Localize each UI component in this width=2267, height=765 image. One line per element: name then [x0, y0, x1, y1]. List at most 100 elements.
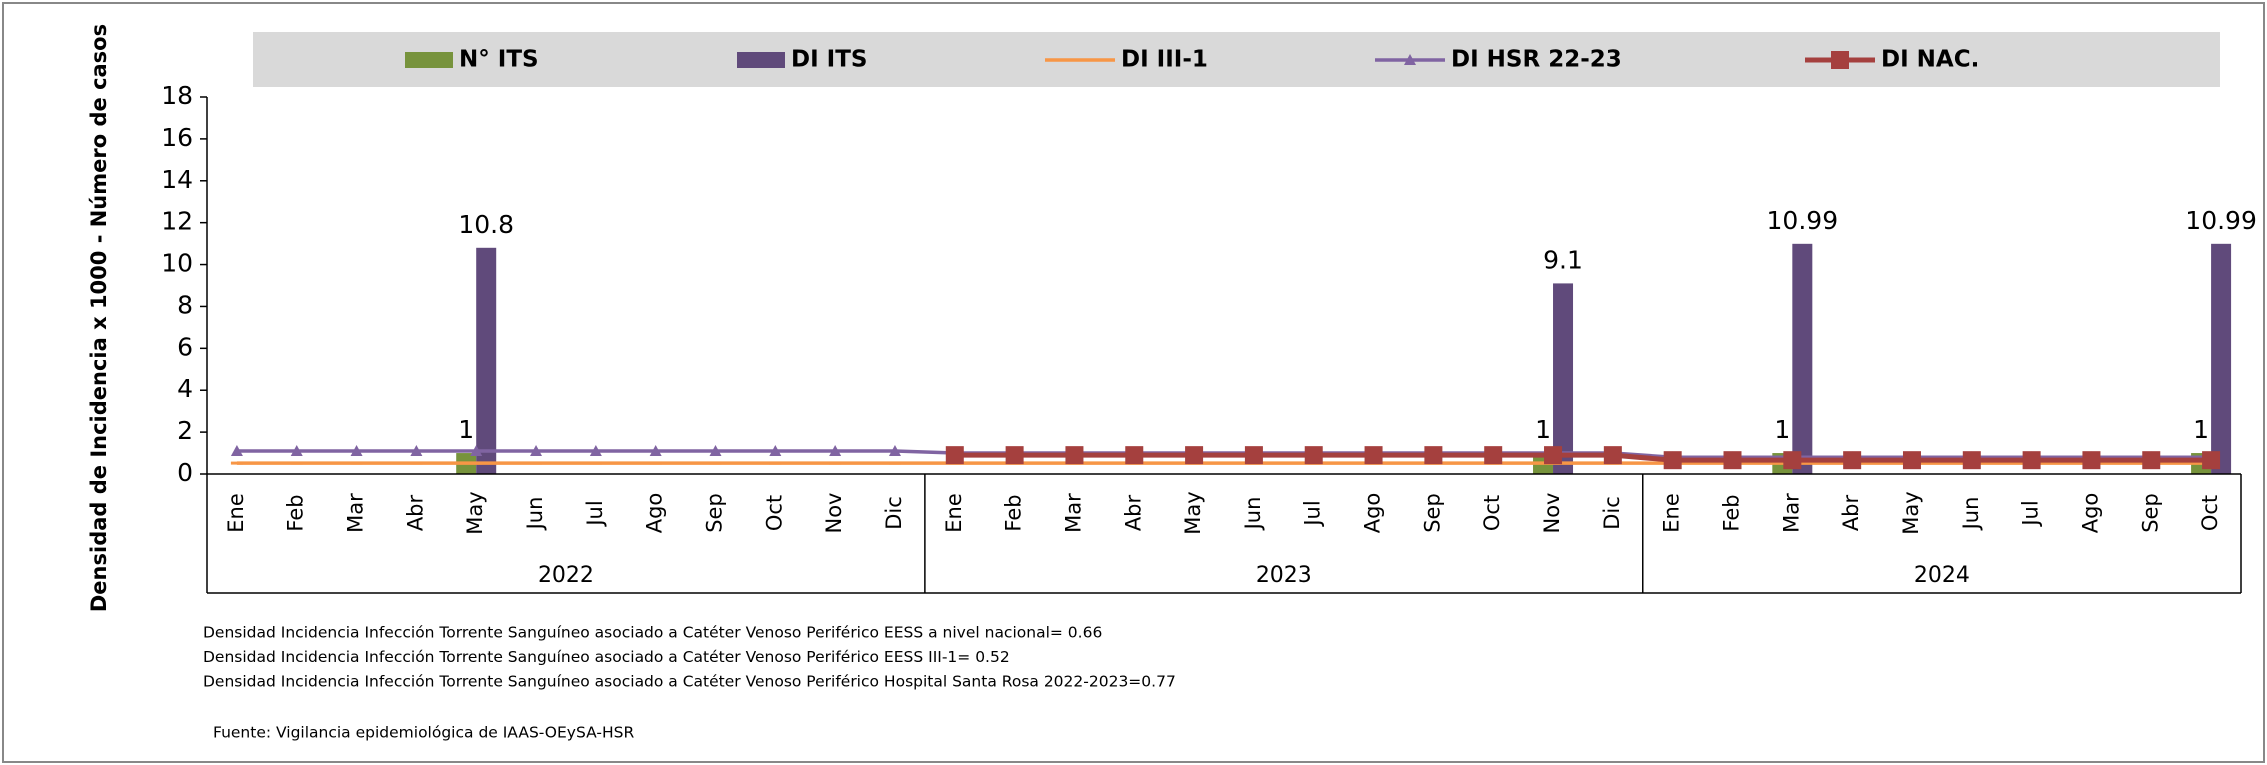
x-tick-label: Jul: [2019, 500, 2043, 527]
x-tick-label: Abr: [403, 494, 427, 531]
x-tick-label: Feb: [1002, 494, 1026, 531]
marker: [1364, 446, 1383, 465]
x-tick-label: Nov: [822, 493, 846, 534]
marker: [829, 444, 842, 456]
marker: [1902, 451, 1921, 470]
legend-label: DI HSR 22-23: [1451, 47, 1622, 73]
source: Fuente: Vigilancia epidemiológica de IAA…: [213, 724, 634, 742]
marker: [530, 444, 543, 456]
y-tick-label: 2: [177, 416, 193, 445]
x-tick-label: Oct: [762, 495, 786, 531]
x-tick-label: Oct: [1480, 495, 1504, 531]
x-tick-label: Ago: [643, 493, 667, 534]
y-tick-label: 14: [161, 165, 193, 194]
footnote: Densidad Incidencia Infección Torrente S…: [203, 624, 1102, 642]
marker: [1723, 451, 1742, 470]
marker: [649, 444, 662, 456]
legend-label: N° ITS: [459, 47, 539, 73]
y-tick-label: 16: [161, 123, 193, 152]
x-tick-label: Ago: [2078, 493, 2102, 534]
y-tick-label: 10: [161, 249, 193, 278]
bar: [476, 247, 497, 474]
marker: [350, 444, 363, 456]
marker: [2142, 451, 2161, 470]
marker: [1304, 446, 1323, 465]
x-tick-label: Feb: [1720, 494, 1744, 531]
marker: [769, 444, 782, 456]
marker: [1484, 446, 1503, 465]
marker: [1962, 451, 1981, 470]
data-label: 10.99: [1767, 206, 1839, 235]
x-tick-label: May: [463, 491, 487, 534]
marker: [230, 444, 243, 456]
y-tick-label: 18: [161, 81, 193, 110]
x-tick-label: Sep: [2138, 493, 2162, 533]
marker: [1185, 446, 1204, 465]
x-tick-label: Jun: [1241, 497, 1265, 532]
bar: [1792, 243, 1813, 474]
legend-label: DI ITS: [791, 47, 867, 73]
marker: [709, 444, 722, 456]
data-label: 10.99: [2185, 206, 2257, 235]
y-tick-label: 4: [177, 374, 193, 403]
x-tick-label: Dic: [882, 496, 906, 530]
x-tick-label: Nov: [1540, 493, 1564, 534]
marker: [589, 444, 602, 456]
footnote: Densidad Incidencia Infección Torrente S…: [203, 648, 1010, 666]
group-label: 2022: [538, 563, 594, 588]
footnote: Densidad Incidencia Infección Torrente S…: [203, 673, 1176, 691]
marker: [1663, 451, 1682, 470]
x-tick-label: Sep: [703, 493, 727, 533]
x-tick-label: Oct: [2198, 495, 2222, 531]
x-tick-label: May: [1181, 491, 1205, 534]
legend-swatch: [737, 52, 785, 68]
y-tick-label: 0: [177, 458, 193, 487]
data-label: 1: [2193, 415, 2209, 444]
marker: [2202, 451, 2221, 470]
x-tick-label: Jul: [1301, 500, 1325, 527]
x-tick-label: Ago: [1361, 493, 1385, 534]
marker: [1603, 446, 1622, 465]
legend-swatch: [1831, 51, 1849, 69]
x-tick-label: Mar: [344, 493, 368, 533]
data-label: 10.8: [458, 210, 514, 239]
y-tick-label: 6: [177, 332, 193, 361]
x-tick-label: Ene: [224, 493, 248, 533]
x-tick-label: Feb: [284, 494, 308, 531]
x-tick-label: Jun: [523, 497, 547, 532]
x-tick-label: Ene: [1660, 493, 1684, 533]
x-tick-label: Dic: [1600, 496, 1624, 530]
marker: [2022, 451, 2041, 470]
y-tick-label: 12: [161, 207, 193, 236]
marker: [945, 446, 964, 465]
marker: [1424, 446, 1443, 465]
legend-swatch: [1404, 54, 1416, 65]
x-tick-label: Jun: [1959, 497, 1983, 532]
marker: [888, 444, 901, 456]
marker: [1783, 451, 1802, 470]
marker: [1125, 446, 1144, 465]
legend-swatch: [405, 52, 453, 68]
x-tick-label: Jul: [583, 500, 607, 527]
marker: [1065, 446, 1084, 465]
bar: [1553, 283, 1574, 474]
data-label: 9.1: [1543, 245, 1583, 274]
x-tick-label: Abr: [1839, 494, 1863, 531]
marker: [290, 444, 303, 456]
bar: [2211, 243, 2232, 474]
x-tick-label: Abr: [1121, 494, 1145, 531]
data-label: 1: [1774, 415, 1790, 444]
data-label: 1: [1535, 415, 1551, 444]
legend-label: DI NAC.: [1881, 47, 1979, 73]
legend-box: [253, 32, 2220, 87]
marker: [410, 444, 423, 456]
legend-label: DI III-1: [1121, 47, 1208, 73]
marker: [1005, 446, 1024, 465]
x-tick-label: Mar: [1779, 493, 1803, 533]
group-label: 2024: [1914, 563, 1970, 588]
y-tick-label: 8: [177, 290, 193, 319]
x-tick-label: Ene: [942, 493, 966, 533]
line: [954, 452, 2212, 463]
